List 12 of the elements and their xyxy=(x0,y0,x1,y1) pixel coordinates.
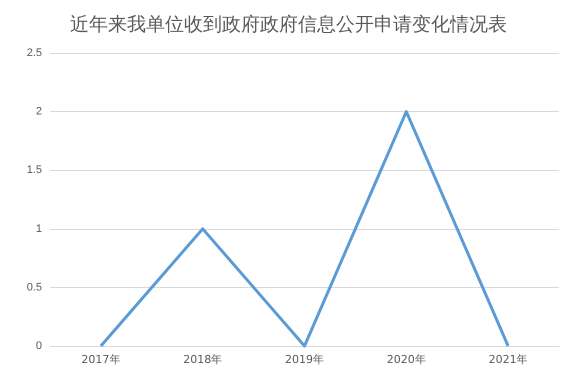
y-tick-label: 1.5 xyxy=(26,164,42,176)
y-tick-label: 0 xyxy=(36,340,42,352)
x-tick-label: 2020年 xyxy=(386,353,426,366)
y-tick-label: 1 xyxy=(36,222,42,235)
x-tick-label: 2021年 xyxy=(488,353,528,366)
y-tick-label: 2 xyxy=(36,106,42,118)
x-tick-label: 2018年 xyxy=(183,353,222,366)
x-tick-label: 2019年 xyxy=(285,353,324,366)
x-tick-label: 2017年 xyxy=(81,353,120,366)
chart-title: 近年来我单位收到政府政府信息公开申请变化情况表 xyxy=(70,14,507,36)
y-tick-label: 2.5 xyxy=(26,47,42,59)
y-tick-label: 0.5 xyxy=(26,281,42,294)
